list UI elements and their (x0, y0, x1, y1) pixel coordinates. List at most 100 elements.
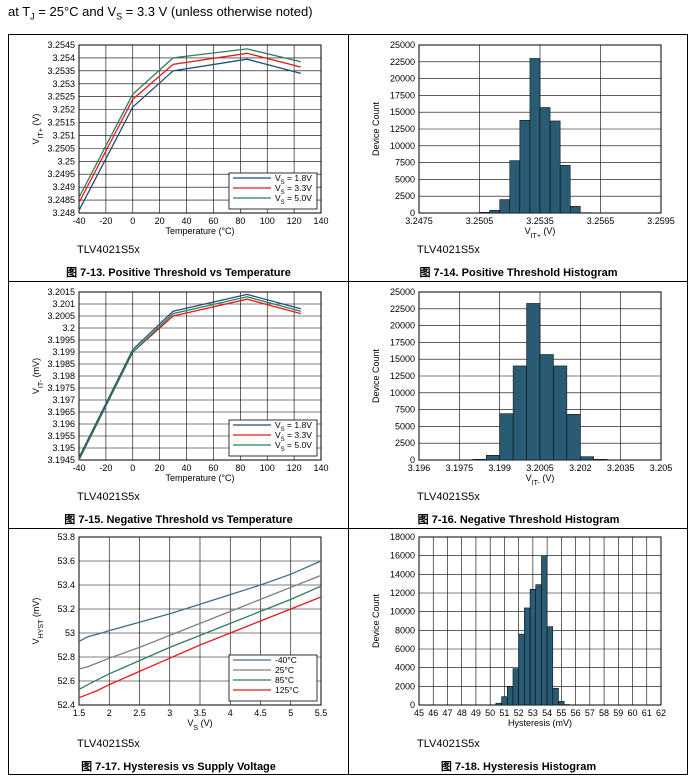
y-tick-label: 7500 (395, 158, 415, 168)
chart-negative-threshold-vs-temperature: -40 -20 0 20 40 60 80 100 120 140 3.1945 3.195 3.195… (9, 282, 348, 528)
histogram-bar (529, 58, 541, 214)
histogram-bar (593, 459, 608, 461)
y-tick-label: 15000 (390, 354, 415, 364)
legend-box (228, 654, 318, 702)
device-label: TLV4021S5x (77, 491, 140, 503)
y-tick-label: 6000 (395, 644, 415, 654)
plot-area: -40 -20 0 20 40 60 80 100 120 140 3.248 3.2485 3.249… (31, 40, 329, 236)
series-line (78, 596, 322, 699)
series-line (78, 52, 301, 204)
y-tick-label: 12500 (390, 371, 415, 381)
histogram-bar (479, 212, 490, 214)
y-axis-title: VIT- (mV) (31, 358, 45, 394)
x-tick-label: 60 (208, 216, 218, 226)
series-line (78, 585, 322, 690)
x-tick-label: 3.2035 (607, 463, 635, 473)
histogram-bar (553, 365, 568, 461)
y-tick-label: 8000 (395, 625, 415, 635)
figure-caption: 图 7-13. Positive Threshold vs Temperatur… (66, 267, 291, 279)
chart-svg: 3.2475 3.2505 3.2535 3.2565 3.2595 0 2500 5000 7… (371, 40, 675, 240)
series-line (78, 293, 301, 458)
y-tick-label: 3.252 (52, 105, 75, 115)
y-tick-label: 3.195 (52, 443, 75, 453)
histogram-bar (489, 210, 500, 214)
x-tick-label: 3.2475 (405, 216, 433, 226)
legend-label: VS = 3.3V (275, 183, 312, 196)
x-tick-label: 57 (585, 708, 595, 718)
device-label: TLV4021S5x (417, 738, 480, 750)
histogram-bar (535, 584, 542, 706)
y-tick-label: 3.1985 (47, 359, 75, 369)
histogram-bar (518, 633, 525, 706)
y-tick-label: 3.1965 (47, 407, 75, 417)
plot-area: 45 46 47 48 49 50 51 52 53 54 55 56 57 58 59 60 61 62 0 200… (371, 532, 666, 728)
x-tick-label: 52 (514, 708, 524, 718)
x-tick-label: 3.202 (569, 463, 592, 473)
x-tick-label: -20 (99, 463, 112, 473)
histogram-bar (559, 165, 571, 214)
x-axis-title: VIT+ (V) (525, 226, 556, 240)
legend-label: 85°C (275, 675, 294, 685)
histogram-bar (499, 413, 514, 461)
chart-svg: 1.5 2 2.5 3 3.5 4 4.5 5 5.5 52.4 52.6 52.8 53 53.2 53.… (31, 532, 327, 732)
y-tick-label: 3.1995 (47, 335, 75, 345)
y-tick-label: 3.1945 (47, 455, 75, 465)
histogram-bar (580, 456, 595, 461)
x-tick-label: 3.5 (194, 708, 207, 718)
legend-label: VS = 1.8V (275, 173, 312, 186)
y-tick-label: 3.196 (52, 419, 75, 429)
y-tick-label: 2500 (395, 191, 415, 201)
y-tick-label: 18000 (390, 532, 415, 542)
y-tick-label: 3.198 (52, 371, 75, 381)
x-tick-label: 48 (457, 708, 467, 718)
histogram-bar (499, 199, 511, 214)
chart-svg: -40 -20 0 20 40 60 80 100 120 140 3.248 3.2485 3.249… (31, 40, 329, 236)
x-tick-label: 40 (182, 463, 192, 473)
x-axis-title: VIT- (V) (526, 473, 555, 487)
x-tick-label: 3 (167, 708, 172, 718)
histogram-bar (566, 414, 581, 461)
x-tick-label: 120 (287, 216, 302, 226)
legend-label: VS = 1.8V (275, 420, 312, 433)
x-tick-label: 54 (542, 708, 552, 718)
x-tick-label: 80 (235, 216, 245, 226)
histogram-bar (472, 459, 487, 461)
plot-area: 1.5 2 2.5 3 3.5 4 4.5 5 5.5 52.4 52.6 52.8 53 53.2 53.… (31, 532, 327, 732)
y-tick-label: 3.197 (52, 395, 75, 405)
y-tick-label: 53 (65, 628, 75, 638)
x-tick-label: 58 (599, 708, 609, 718)
device-label: TLV4021S5x (417, 244, 480, 256)
y-tick-label: 0 (410, 700, 415, 710)
histogram-bar (495, 702, 502, 706)
y-tick-label: 3.253 (52, 79, 75, 89)
x-tick-label: 3.2595 (647, 216, 675, 226)
y-tick-label: 2000 (395, 681, 415, 691)
histogram-bar (529, 589, 536, 706)
x-tick-label: 56 (571, 708, 581, 718)
x-tick-label: 120 (287, 463, 302, 473)
histogram-bar (539, 107, 551, 214)
chart-svg: 3.196 3.1975 3.199 3.2005 3.202 3.2035 3.205 0 2… (371, 287, 672, 487)
y-tick-label: 22500 (390, 57, 415, 67)
x-tick-label: 4 (228, 708, 233, 718)
x-tick-label: 51 (499, 708, 509, 718)
y-tick-label: 10000 (390, 607, 415, 617)
y-tick-label: 3.2545 (47, 40, 75, 50)
legend-label: VS = 5.0V (275, 440, 312, 453)
x-tick-label: 0 (130, 463, 135, 473)
y-tick-label: 3.1975 (47, 383, 75, 393)
chart-negative-threshold-histogram: 3.196 3.1975 3.199 3.2005 3.202 3.2035 3.205 0 2… (349, 282, 688, 528)
y-tick-label: 17500 (390, 90, 415, 100)
y-tick-label: 52.6 (57, 676, 75, 686)
x-tick-label: 59 (613, 708, 623, 718)
x-axis-title: Temperature (°C) (165, 226, 234, 236)
plot-frame (78, 536, 322, 706)
histogram-bar (526, 303, 541, 461)
x-tick-label: 60 (628, 708, 638, 718)
legend-box (228, 172, 318, 210)
legend-label: -40°C (275, 655, 297, 665)
y-tick-label: 3.1955 (47, 431, 75, 441)
